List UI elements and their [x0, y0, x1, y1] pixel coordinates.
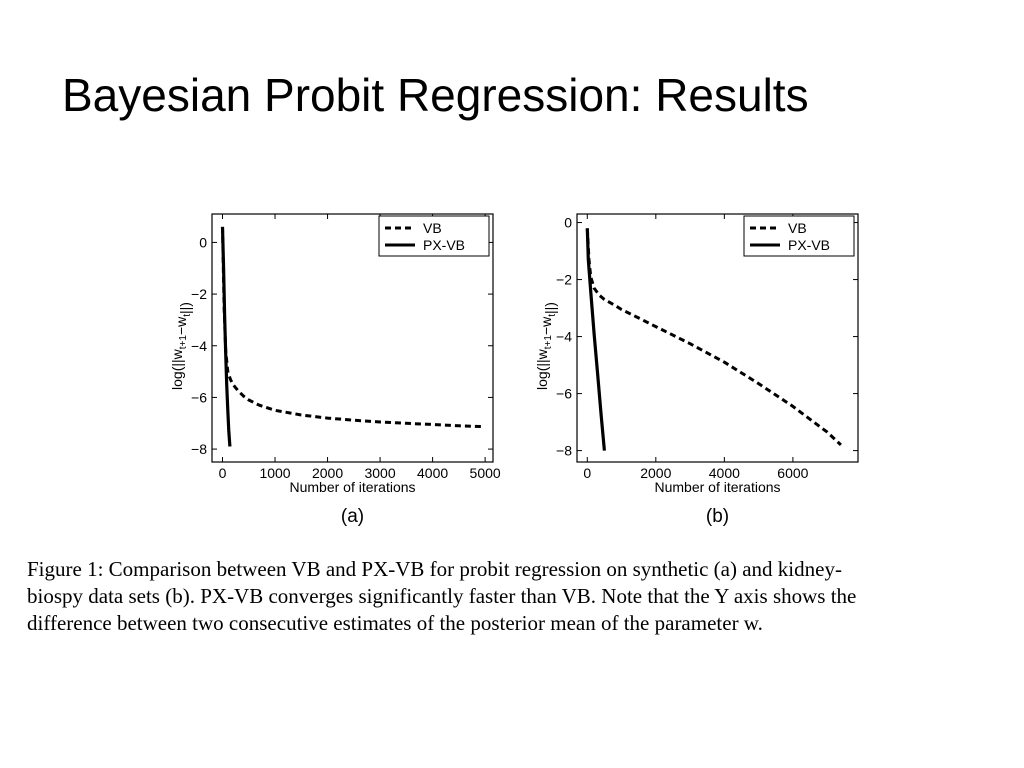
- chart-a-xtick-label: 4000: [417, 465, 448, 481]
- chart-b-legend: [743, 215, 855, 257]
- chart-b-ytick-label: −6: [556, 386, 572, 402]
- chart-b-xtick-label: 4000: [709, 465, 740, 481]
- caption-line-3: difference between two consecutive estim…: [27, 611, 763, 635]
- chart-a-xtick-label: 1000: [259, 465, 290, 481]
- chart-a: 0 1000 2000 3000 4000 5000 0 −2 −4 −6 −8 Number of …: [160, 200, 505, 535]
- chart-b-xlabel: Number of iterations: [654, 479, 780, 495]
- chart-a-ytick-label: −8: [191, 441, 207, 457]
- chart-b-xtick-label: 0: [583, 465, 591, 481]
- slide-title: Bayesian Probit Regression: Results: [62, 69, 809, 121]
- chart-a-ytick-label: −6: [191, 389, 207, 405]
- chart-b-svg: 0 2000 4000 6000 0 −2 −4 −6 −8 Number of iteratio…: [534, 213, 859, 527]
- chart-a-ytick-label: −4: [191, 338, 207, 354]
- chart-b-ytick-label: −4: [556, 329, 572, 345]
- chart-b-series-vb: [585, 228, 842, 446]
- chart-a-ytick-label: 0: [199, 234, 207, 250]
- chart-b-legend-label: VB: [788, 220, 807, 236]
- chart-b-series-px-vb: [585, 228, 606, 451]
- chart-a-xtick-label: 5000: [470, 465, 501, 481]
- chart-a-legend-label: PX-VB: [423, 237, 465, 253]
- chart-b-xtick-label: 6000: [777, 465, 808, 481]
- caption-line-1: Figure 1: Comparison between VB and PX-V…: [27, 557, 842, 581]
- chart-a-ylabel: log(||wt+1−wt||): [169, 302, 193, 390]
- figure-caption: Figure 1: Comparison between VB and PX-V…: [27, 556, 1005, 637]
- chart-a-xtick-label: 0: [219, 465, 227, 481]
- chart-b-panel-label: (b): [706, 506, 729, 527]
- chart-b-ylabel: log(||wt+1−wt||): [534, 302, 558, 390]
- chart-b-ytick-label: 0: [564, 215, 572, 231]
- chart-a-legend: [378, 215, 490, 257]
- chart-a-xlabel: Number of iterations: [289, 479, 415, 495]
- chart-b-ytick-label: −2: [556, 272, 572, 288]
- chart-a-svg: 0 1000 2000 3000 4000 5000 0 −2 −4 −6 −8 Number of …: [169, 213, 501, 527]
- chart-a-ytick-label: −2: [191, 286, 207, 302]
- caption-line-2: biospy data sets (b). PX-VB converges si…: [27, 584, 857, 608]
- chart-b: 0 2000 4000 6000 0 −2 −4 −6 −8 Number of iteratio…: [525, 200, 870, 535]
- chart-a-xtick-label: 2000: [312, 465, 343, 481]
- chart-a-panel-label: (a): [341, 506, 364, 527]
- chart-b-xtick-label: 2000: [640, 465, 671, 481]
- chart-a-series-px-vb: [220, 226, 232, 447]
- chart-a-legend-label: VB: [423, 220, 442, 236]
- chart-b-legend-label: PX-VB: [788, 237, 830, 253]
- chart-b-ytick-label: −8: [556, 443, 572, 459]
- chart-a-xtick-label: 3000: [364, 465, 395, 481]
